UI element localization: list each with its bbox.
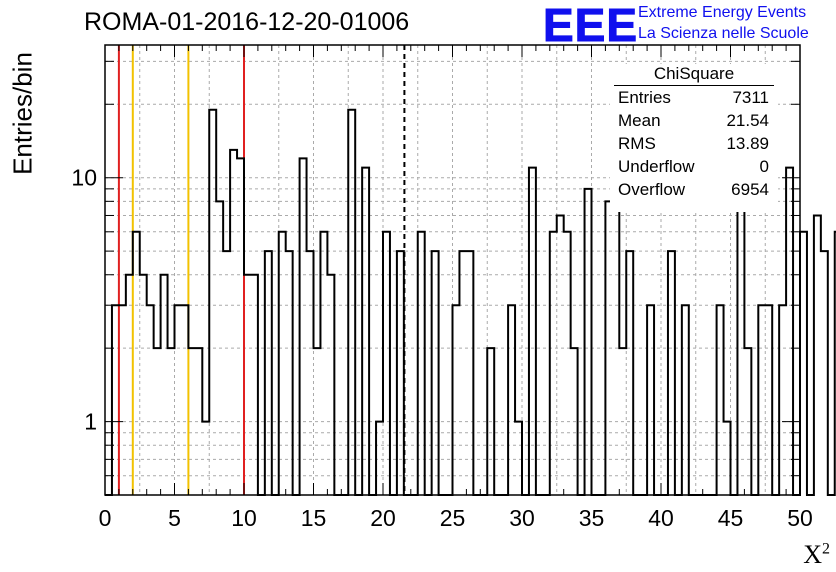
- x-tick-label: 35: [579, 505, 605, 531]
- x-tick-label: 30: [509, 505, 535, 531]
- stats-label: Entries: [618, 88, 671, 107]
- stats-row: Underflow 0: [610, 155, 778, 178]
- x-axis-label: X2: [803, 540, 830, 570]
- logo-line-1: Extreme Energy Events: [638, 4, 807, 21]
- stats-row: Overflow 6954: [610, 178, 778, 201]
- x-tick-label: 15: [301, 505, 327, 531]
- stats-box: ChiSquare Entries 7311 Mean 21.54 RMS 13.89 Un…: [610, 64, 778, 212]
- x-axis-label-sup: 2: [822, 540, 830, 558]
- x-tick-label: 5: [168, 505, 181, 531]
- stats-label: Underflow: [618, 157, 695, 176]
- x-axis-label-text: X: [803, 540, 822, 569]
- stats-title: ChiSquare: [614, 64, 774, 86]
- x-tick-label: 40: [648, 505, 674, 531]
- page-title: ROMA-01-2016-12-20-01006: [84, 8, 410, 36]
- stats-value: 21.54: [726, 111, 769, 130]
- logo-mark: EEE: [542, 0, 639, 52]
- y-tick-label: 1: [84, 409, 97, 435]
- y-tick-label: 10: [71, 165, 97, 191]
- x-tick-label: 45: [718, 505, 744, 531]
- axis-ticks: 0 5 10 15 20 25 30 35 40 45 50 1 10: [71, 45, 813, 531]
- stats-label: Overflow: [618, 180, 686, 199]
- x-tick-label: 10: [231, 505, 257, 531]
- x-tick-label: 0: [99, 505, 112, 531]
- stats-row: RMS 13.89: [610, 132, 778, 155]
- stats-row: Mean 21.54: [610, 109, 778, 132]
- logo-line-2: La Scienza nelle Scuole: [638, 25, 809, 42]
- stats-value: 0: [759, 157, 769, 176]
- stats-value: 6954: [731, 180, 769, 199]
- stats-row: Entries 7311: [610, 86, 778, 109]
- x-tick-label: 50: [787, 505, 813, 531]
- stats-label: Mean: [618, 111, 661, 130]
- stats-value: 7311: [732, 88, 769, 107]
- stats-value: 13.89: [726, 134, 769, 153]
- x-tick-label: 25: [440, 505, 466, 531]
- y-axis-label: Entries/bin: [7, 52, 38, 175]
- stats-label: RMS: [618, 134, 656, 153]
- stats-rows: Entries 7311 Mean 21.54 RMS 13.89 Underflow 0 Ov…: [610, 86, 778, 201]
- x-tick-label: 20: [370, 505, 396, 531]
